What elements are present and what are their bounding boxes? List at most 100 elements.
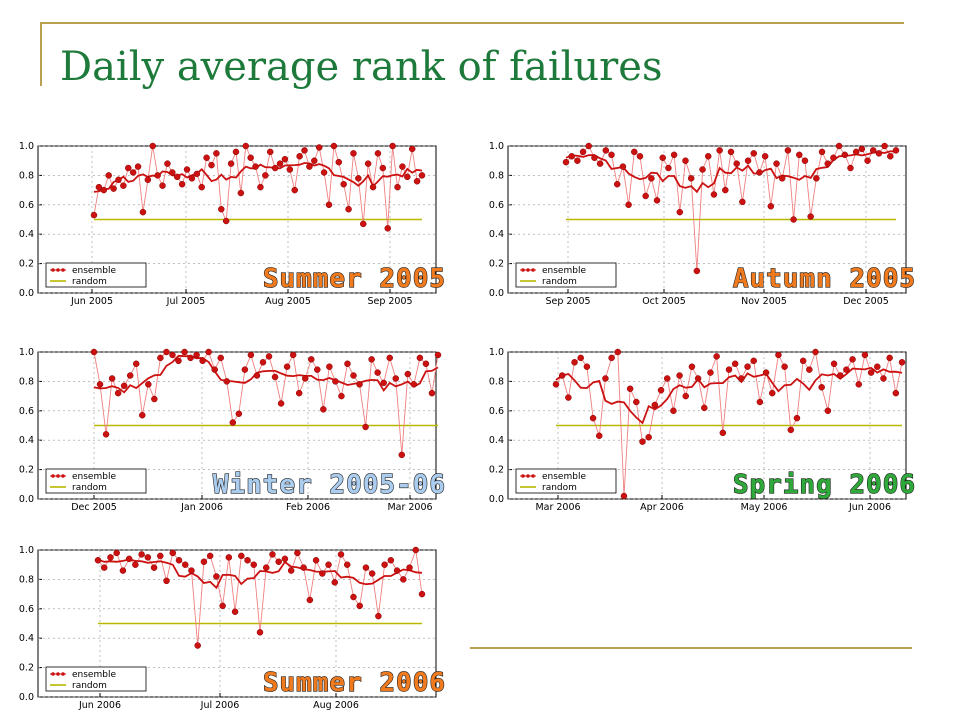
- series-ensemble-average-line: [555, 366, 903, 425]
- ensemble-point: [330, 142, 338, 150]
- ensemble-point: [188, 175, 196, 182]
- ensemble-point: [750, 150, 758, 157]
- legend-ensemble-label: ensemble: [72, 472, 116, 482]
- x-tick-label: Sep 2005: [545, 296, 590, 307]
- ensemble-point: [568, 153, 575, 160]
- ensemble-point: [110, 185, 117, 192]
- ensemble-point: [389, 142, 396, 150]
- ensemble-point: [281, 555, 289, 563]
- ensemble-point: [784, 147, 792, 154]
- ensemble-point: [90, 348, 98, 356]
- y-tick-label: 0.8: [489, 376, 504, 387]
- ensemble-point: [200, 558, 208, 566]
- ensemble-point: [398, 451, 406, 459]
- season-label: Spring 2006: [733, 470, 916, 500]
- y-tick-label: 0.0: [19, 494, 34, 505]
- x-tick-label: Mar 2006: [387, 502, 432, 513]
- ensemble-point: [818, 384, 825, 391]
- ensemble-point: [301, 147, 308, 154]
- ensemble-point: [277, 400, 285, 407]
- ensemble-point: [867, 369, 875, 376]
- ensemble-point: [682, 392, 689, 400]
- ensemble-point: [362, 564, 370, 571]
- series-ensemble-average-line: [97, 558, 423, 590]
- y-tick-label: 1.0: [489, 347, 504, 358]
- ensemble-point: [562, 158, 570, 166]
- x-tick-label: Feb 2006: [286, 502, 330, 513]
- ensemble-point: [119, 567, 127, 574]
- ensemble-point: [320, 169, 328, 176]
- ensemble-point: [181, 348, 188, 356]
- y-tick-label: 0.2: [489, 465, 504, 476]
- ensemble-point: [404, 370, 412, 378]
- ensemble-point: [591, 154, 598, 162]
- ensemble-point: [271, 373, 279, 381]
- x-tick-label: Apr 2006: [640, 502, 684, 513]
- ensemble-point: [120, 182, 127, 189]
- ensemble-point: [208, 161, 215, 169]
- ensemble-point: [787, 426, 795, 434]
- ensemble-point: [259, 359, 267, 366]
- y-tick-label: 0.6: [489, 200, 504, 211]
- x-tick-label: Nov 2005: [741, 296, 787, 307]
- ensemble-point: [801, 157, 809, 164]
- legend-box: [45, 666, 147, 692]
- ensemble-point: [151, 395, 158, 403]
- ensemble-point: [375, 612, 382, 620]
- ensemble-point: [306, 163, 313, 170]
- ensemble-point: [369, 183, 377, 191]
- ensemble-point: [231, 608, 239, 615]
- ensemble-point: [807, 213, 814, 220]
- ensemble-point: [574, 157, 581, 164]
- ensemble-point: [589, 414, 597, 422]
- ensemble-point: [393, 567, 401, 574]
- ensemble-point: [408, 145, 416, 153]
- y-tick-label: 0.2: [19, 663, 34, 674]
- ensemble-point: [219, 602, 226, 610]
- ensemble-point: [394, 183, 401, 191]
- legend-ensemble-label: ensemble: [72, 266, 116, 276]
- y-tick-label: 0.4: [19, 435, 34, 446]
- legend-random-label: random: [542, 277, 577, 287]
- ensemble-point: [858, 145, 866, 153]
- ensemble-point: [861, 351, 869, 359]
- ensemble-point: [687, 175, 695, 182]
- ensemble-point: [379, 164, 387, 172]
- ensemble-point: [252, 163, 259, 170]
- ensemble-point: [596, 432, 603, 440]
- legend-box: [515, 468, 617, 494]
- ensemble-point: [232, 148, 240, 156]
- ensemble-point: [345, 205, 352, 213]
- ensemble-point: [247, 154, 254, 162]
- ensemble-point: [855, 381, 862, 388]
- ensemble-point: [289, 351, 297, 359]
- ensemble-point: [169, 549, 177, 557]
- ensemble-point: [218, 205, 225, 213]
- ensemble-point: [648, 175, 655, 182]
- ensemble-point: [653, 197, 661, 204]
- ensemble-point: [139, 411, 146, 419]
- ensemble-point: [368, 570, 376, 577]
- legend-ensemble-label: ensemble: [542, 266, 586, 276]
- ensemble-point: [738, 375, 745, 382]
- ensemble-point: [750, 357, 757, 365]
- legend-box: [515, 262, 617, 288]
- ensemble-point: [132, 561, 139, 568]
- ensemble-point: [406, 564, 413, 571]
- ensemble-point: [898, 359, 906, 366]
- ensemble-point: [812, 348, 819, 356]
- legend-box: [45, 468, 147, 494]
- x-tick-label: Oct 2005: [642, 296, 686, 307]
- ensemble-point: [241, 366, 249, 373]
- ensemble-point: [326, 363, 333, 370]
- ensemble-point: [115, 176, 122, 184]
- ensemble-point: [699, 166, 706, 173]
- y-tick-label: 0.0: [489, 288, 504, 299]
- y-tick-label: 0.4: [489, 229, 504, 240]
- ensemble-point: [579, 148, 587, 156]
- ensemble-point: [813, 175, 820, 182]
- ensemble-point: [773, 160, 780, 167]
- ensemble-point: [410, 381, 418, 388]
- ensemble-point: [222, 217, 230, 225]
- ensemble-point: [428, 389, 436, 397]
